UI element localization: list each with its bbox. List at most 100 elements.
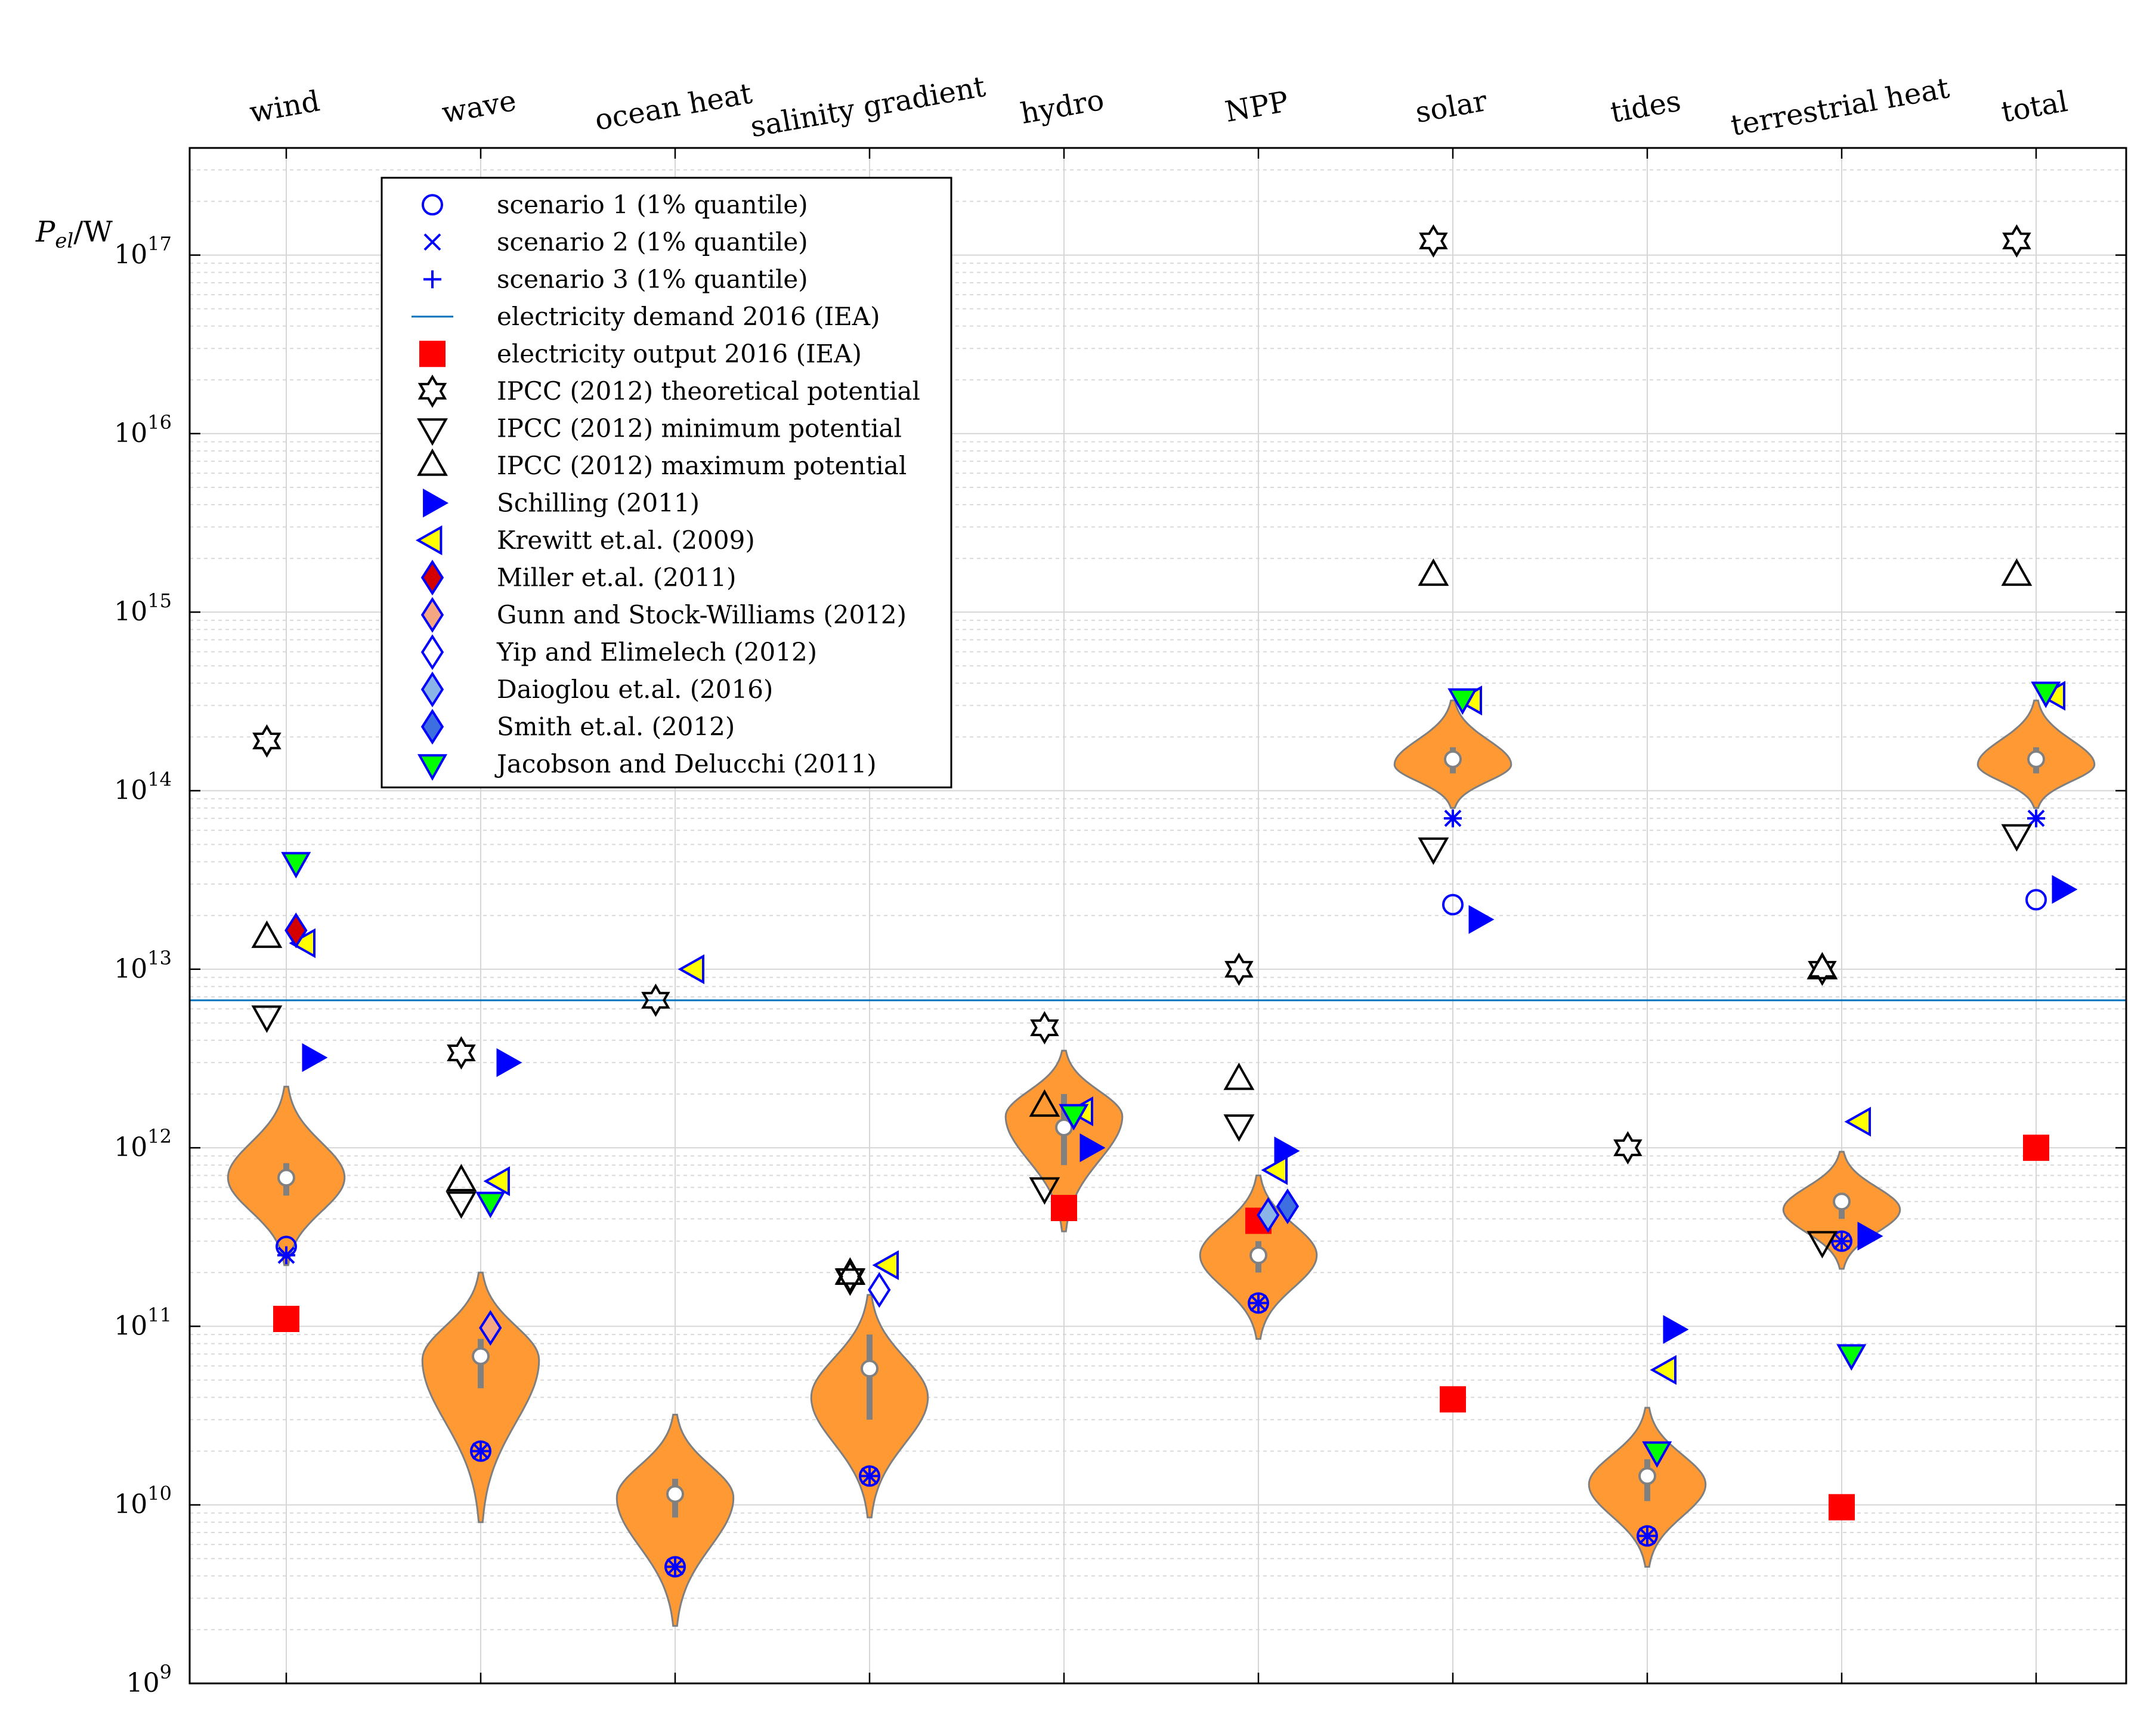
ipcc_theo-marker — [252, 724, 282, 758]
s3-marker — [1833, 1232, 1851, 1250]
krewitt-marker — [1844, 1107, 1871, 1137]
y-tick-label: 1013 — [114, 947, 172, 984]
violin-median — [277, 1169, 295, 1187]
ipcc_max-marker — [1029, 1089, 1060, 1117]
ipcc_max-marker — [1418, 558, 1449, 586]
y-tick-exponent: 11 — [147, 1303, 172, 1326]
ipcc_theo-marker — [1419, 224, 1448, 258]
ipcc_min-marker — [2001, 824, 2033, 852]
ipcc_max-marker — [2001, 558, 2033, 586]
legend-label-s3: scenario 3 (1% quantile) — [497, 264, 808, 293]
schilling-marker — [1079, 1133, 1106, 1163]
ipcc_theo-marker — [641, 983, 670, 1017]
s3-marker — [277, 1246, 295, 1265]
y-tick-label: 1014 — [114, 768, 172, 805]
y-tick-label: 1010 — [114, 1482, 172, 1520]
y-tick-exponent: 13 — [147, 947, 172, 969]
schilling-marker — [1468, 905, 1495, 934]
legend-marker-ipcc_max — [417, 448, 448, 476]
ipcc_theo-marker — [1224, 952, 1254, 986]
s1-marker — [664, 1556, 686, 1578]
krewitt-marker — [1261, 1155, 1288, 1185]
legend-label-s1: scenario 1 (1% quantile) — [497, 190, 808, 219]
y-tick-base: 10 — [114, 775, 147, 805]
y-tick-base: 10 — [126, 1668, 160, 1698]
yip-marker — [868, 1272, 891, 1308]
violin-median — [1833, 1192, 1851, 1211]
gunn-marker — [479, 1310, 502, 1346]
y-tick-label: 109 — [126, 1661, 172, 1698]
krewitt-marker — [1650, 1355, 1676, 1385]
y-tick-exponent: 17 — [147, 233, 172, 255]
violin-ocean-heat — [615, 1414, 735, 1627]
ipcc_theo-marker — [1030, 1011, 1059, 1045]
violin-median — [472, 1347, 490, 1365]
legend-marker-output — [419, 341, 446, 367]
ipcc_theo-marker — [1808, 952, 1837, 986]
s3-marker — [1638, 1527, 1656, 1545]
legend-marker-schilling — [423, 489, 449, 518]
y-tick-label: 1012 — [114, 1125, 172, 1163]
y-tick-exponent: 14 — [147, 768, 172, 790]
schilling-marker — [496, 1048, 522, 1077]
s1-marker — [1831, 1230, 1852, 1252]
legend-marker-ipcc_min — [417, 418, 448, 446]
legend-label-ipcc_max: IPCC (2012) maximum potential — [497, 451, 907, 480]
y-tick-base: 10 — [114, 954, 147, 984]
ipcc_theo-marker — [447, 1036, 476, 1070]
legend-marker-miller — [420, 560, 444, 596]
jacobson-marker — [1642, 1441, 1672, 1468]
output-marker — [1051, 1195, 1077, 1222]
legend-marker-s2 — [423, 233, 441, 251]
legend-label-daioglou: Daioglou et.al. (2016) — [497, 675, 773, 704]
jacobson-marker — [2031, 681, 2061, 709]
s3-marker — [472, 1442, 490, 1460]
jacobson-marker — [1059, 1104, 1089, 1131]
y-tick-exponent: 12 — [147, 1125, 172, 1148]
legend-label-schilling: Schilling (2011) — [497, 488, 700, 517]
smith-marker — [1276, 1188, 1300, 1225]
legend-marker-s1 — [422, 194, 443, 216]
y-tick-base: 10 — [114, 1311, 147, 1341]
violin-median — [861, 1359, 879, 1378]
s3-marker — [666, 1558, 684, 1576]
y-tick-exponent: 9 — [160, 1661, 172, 1683]
violin-wave — [421, 1271, 540, 1524]
output-marker — [1829, 1494, 1855, 1521]
ipcc_theo-marker — [2002, 224, 2031, 258]
ipcc_min-marker — [1418, 837, 1449, 865]
legend-label-miller: Miller et.al. (2011) — [497, 563, 737, 592]
legend-label-gunn: Gunn and Stock-Williams (2012) — [497, 600, 907, 629]
legend-label-jacobson: Jacobson and Delucchi (2011) — [494, 749, 877, 778]
y-tick-label: 1011 — [114, 1303, 172, 1341]
ipcc_max-marker — [446, 1164, 477, 1192]
jacobson-marker — [1836, 1344, 1867, 1371]
ipcc_min-marker — [1029, 1177, 1060, 1205]
ipcc_min-marker — [834, 1268, 866, 1296]
schilling-marker — [1663, 1315, 1689, 1344]
output-marker — [273, 1306, 299, 1333]
y-tick-label: 1016 — [114, 411, 172, 449]
miller-marker — [284, 912, 308, 948]
ipcc_min-marker — [1807, 1231, 1838, 1259]
legend-marker-jacobson — [417, 754, 448, 781]
y-tick-exponent: 15 — [147, 589, 172, 612]
y-tick-label: 1015 — [114, 589, 172, 627]
legend-label-s2: scenario 2 (1% quantile) — [497, 227, 808, 257]
ipcc_min-marker — [251, 1005, 283, 1033]
y-tick-label: 1017 — [114, 233, 172, 270]
legend: scenario 1 (1% quantile) scenario 2 (1% q… — [381, 177, 952, 789]
ipcc_max-marker — [1807, 951, 1838, 979]
ipcc_max-marker — [834, 1257, 866, 1285]
legend-label-ipcc_theo: IPCC (2012) theoretical potential — [497, 376, 920, 406]
ipcc_theo-marker — [1613, 1131, 1642, 1165]
y-axis-label: Pel/W — [35, 215, 113, 253]
s3-marker — [861, 1467, 879, 1485]
y-tick-base: 10 — [114, 240, 147, 270]
ipcc_min-marker — [446, 1191, 477, 1219]
legend-box — [381, 177, 952, 789]
s1-marker — [1637, 1525, 1658, 1547]
schilling-marker — [1857, 1222, 1883, 1251]
ipcc_min-marker — [1223, 1114, 1255, 1142]
